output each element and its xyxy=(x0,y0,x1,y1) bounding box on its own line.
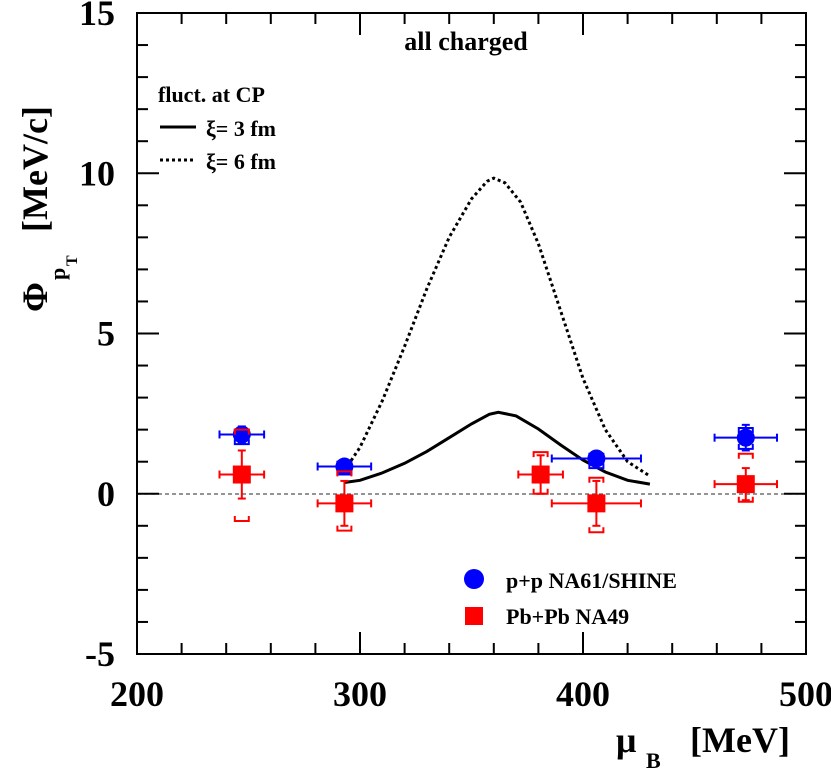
legend-marker-pp xyxy=(464,569,484,589)
x-axis-symbol: μ xyxy=(616,720,636,760)
legend-label-pbpb: Pb+Pb NA49 xyxy=(506,604,629,629)
y-tick-label: 15 xyxy=(79,0,115,33)
curve-xi-6fm xyxy=(343,176,651,478)
systematic-bracket-bottom xyxy=(737,496,754,503)
x-axis-subscript: B xyxy=(646,748,661,773)
series-legend: p+p NA61/SHINE Pb+Pb NA49 xyxy=(464,568,677,629)
data-points xyxy=(218,423,779,534)
axis-ticks xyxy=(136,12,807,655)
square-marker xyxy=(531,465,550,484)
model-legend: fluct. at CP ξ= 3 fm ξ= 6 fm xyxy=(158,82,276,174)
chart-title: all charged xyxy=(404,27,528,56)
systematic-bracket-top xyxy=(336,470,353,477)
x-axis-label: μ B [MeV] xyxy=(616,720,790,773)
y-tick-label: 10 xyxy=(79,153,115,193)
y-axis-subsubscript: T xyxy=(64,255,81,266)
y-tick-label: -5 xyxy=(85,634,115,674)
model-curves xyxy=(343,176,651,486)
y-tick-label: 5 xyxy=(97,314,115,354)
legend-label-pp: p+p NA61/SHINE xyxy=(506,568,677,593)
systematic-bracket-bottom xyxy=(233,515,250,522)
square-marker xyxy=(335,494,354,513)
circle-marker xyxy=(736,428,755,447)
curve-xi-3fm xyxy=(344,410,651,486)
pbpb-data-point xyxy=(218,428,266,522)
x-tick-labels: 200 300 400 500 xyxy=(110,674,831,714)
circle-marker xyxy=(587,449,606,468)
pp-data-point xyxy=(316,457,373,476)
systematic-bracket-top xyxy=(737,452,754,459)
systematic-bracket-bottom xyxy=(336,525,353,532)
systematic-bracket-bottom xyxy=(233,439,250,446)
pbpb-data-point xyxy=(713,452,779,503)
y-tick-label: 0 xyxy=(97,474,115,514)
square-marker xyxy=(587,494,606,513)
x-tick-label: 300 xyxy=(333,674,387,714)
legend-label-xi6: ξ= 6 fm xyxy=(206,149,276,174)
x-tick-label: 200 xyxy=(110,674,164,714)
pbpb-data-point xyxy=(517,451,564,495)
plot-frame xyxy=(136,12,807,655)
pp-data-point xyxy=(713,423,779,452)
y-axis-unit: [MeV/c] xyxy=(15,106,55,232)
pp-data-point xyxy=(550,449,642,470)
legend-marker-pbpb xyxy=(465,607,483,625)
systematic-bracket-top xyxy=(233,428,250,435)
x-axis-unit: [MeV] xyxy=(690,720,790,760)
y-axis-label: Φ p T [MeV/c] xyxy=(15,106,81,312)
pp-data-point xyxy=(218,425,266,446)
x-tick-label: 500 xyxy=(779,674,831,714)
model-legend-title: fluct. at CP xyxy=(158,82,265,107)
y-axis-subscript: p xyxy=(45,268,70,280)
systematic-bracket-top xyxy=(532,451,549,458)
systematic-bracket-top xyxy=(588,476,605,483)
pbpb-data-point xyxy=(316,470,373,532)
square-marker xyxy=(736,475,755,494)
legend-label-xi3: ξ= 3 fm xyxy=(206,116,276,141)
systematic-bracket-bottom xyxy=(588,463,605,470)
x-tick-label: 400 xyxy=(556,674,610,714)
systematic-bracket-bottom xyxy=(588,527,605,534)
y-tick-labels: -5 0 5 10 15 xyxy=(79,0,115,674)
pbpb-data-point xyxy=(550,476,642,534)
y-axis-symbol: Φ xyxy=(15,282,55,312)
square-marker xyxy=(232,465,251,484)
